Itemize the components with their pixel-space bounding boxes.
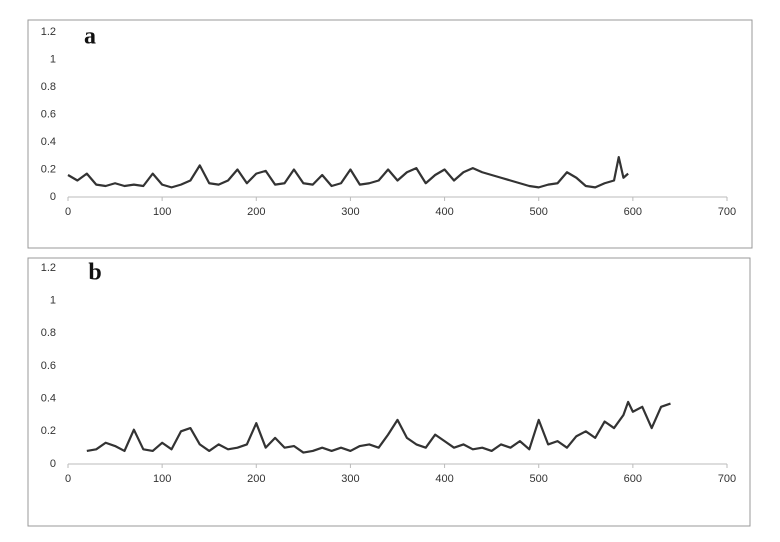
data-line	[86, 400, 671, 454]
y-tick-label: 0.2	[41, 163, 56, 175]
panel-label: b	[88, 260, 101, 286]
x-tick-label: 400	[435, 473, 453, 485]
x-tick-label: 400	[435, 206, 453, 218]
panel-frame	[27, 19, 753, 249]
x-tick-label: 200	[247, 206, 265, 218]
y-tick-label: 1.2	[41, 262, 56, 274]
y-tick-label: 1.2	[41, 26, 56, 38]
panel-label: a	[84, 24, 96, 50]
x-tick-label: 0	[65, 206, 71, 218]
y-tick-label: 0.6	[41, 360, 56, 372]
x-tick-label: 100	[153, 473, 171, 485]
y-tick-label: 1	[50, 295, 56, 307]
x-tick-label: 700	[718, 473, 736, 485]
y-tick-label: 0.2	[41, 425, 56, 437]
x-tick-label: 700	[718, 206, 736, 218]
y-tick-label: 0.6	[41, 108, 56, 120]
y-tick-label: 0	[50, 191, 56, 203]
y-tick-label: 0	[50, 458, 56, 470]
y-tick-label: 0.8	[41, 81, 56, 93]
data-line	[67, 156, 629, 189]
panel-frame	[27, 257, 751, 527]
x-tick-label: 500	[530, 473, 548, 485]
x-tick-label: 600	[624, 473, 642, 485]
x-tick-label: 500	[530, 206, 548, 218]
x-tick-label: 300	[341, 473, 359, 485]
y-tick-label: 0.4	[41, 393, 56, 405]
x-tick-label: 600	[624, 206, 642, 218]
y-tick-label: 1	[50, 53, 56, 65]
y-tick-label: 0.8	[41, 327, 56, 339]
x-tick-label: 100	[153, 206, 171, 218]
y-tick-label: 0.4	[41, 136, 56, 148]
x-tick-label: 0	[65, 473, 71, 485]
x-tick-label: 300	[341, 206, 359, 218]
x-tick-label: 200	[247, 473, 265, 485]
